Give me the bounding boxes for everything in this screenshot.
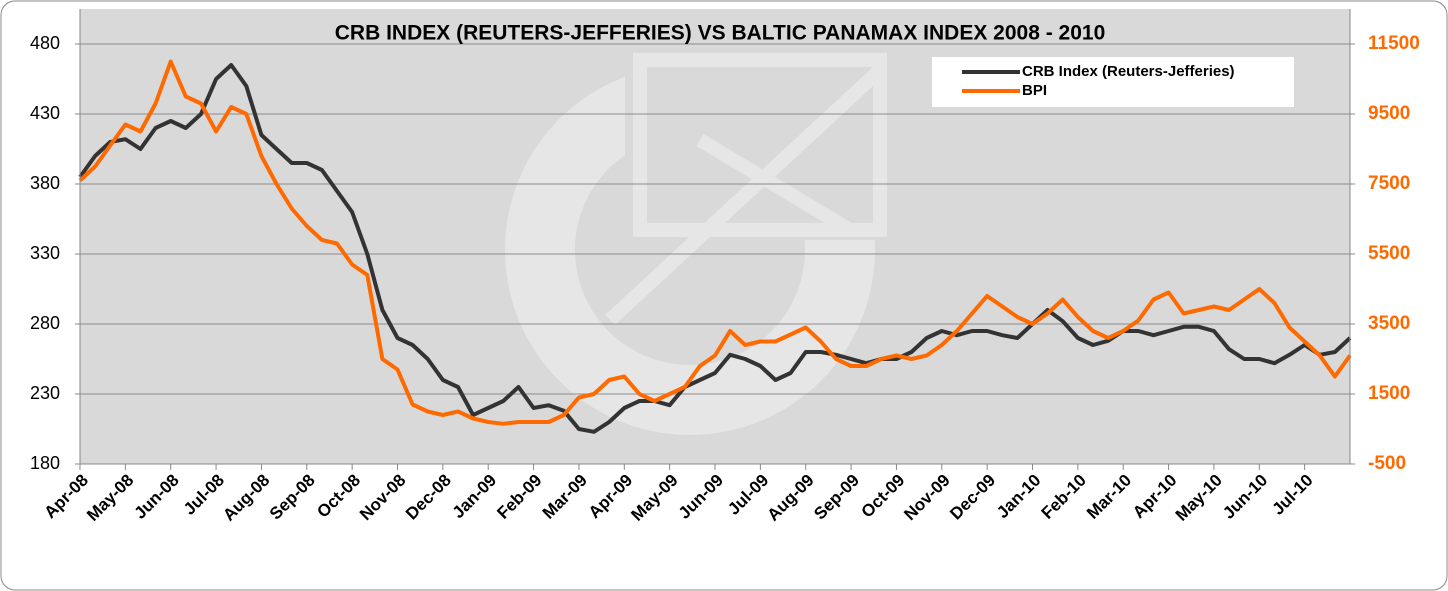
legend-box <box>932 57 1294 107</box>
chart-title: CRB INDEX (REUTERS-JEFFERIES) VS BALTIC … <box>335 22 1106 45</box>
series-line <box>78 63 1352 434</box>
series-line <box>78 59 1352 426</box>
watermark <box>505 50 887 435</box>
y2-tick-label: -500 <box>1368 453 1406 474</box>
legend-label: BPI <box>1022 82 1047 99</box>
y-tick-label: 330 <box>30 243 60 263</box>
y2-tick-label: 5500 <box>1368 243 1410 264</box>
y2-tick-label: 11500 <box>1368 33 1420 54</box>
y-tick-label: 230 <box>30 383 60 403</box>
y2-tick-label: 9500 <box>1368 103 1410 124</box>
legend-label: CRB Index (Reuters-Jefferies) <box>1022 63 1235 80</box>
y-tick-label: 430 <box>30 103 60 123</box>
y-tick-label: 480 <box>30 33 60 53</box>
y2-tick-label: 1500 <box>1368 383 1410 404</box>
y-tick-label: 380 <box>30 173 60 193</box>
y2-tick-label: 7500 <box>1368 173 1410 194</box>
y-tick-label: 180 <box>30 453 60 473</box>
y-tick-label: 280 <box>30 313 60 333</box>
y2-tick-label: 3500 <box>1368 313 1410 334</box>
